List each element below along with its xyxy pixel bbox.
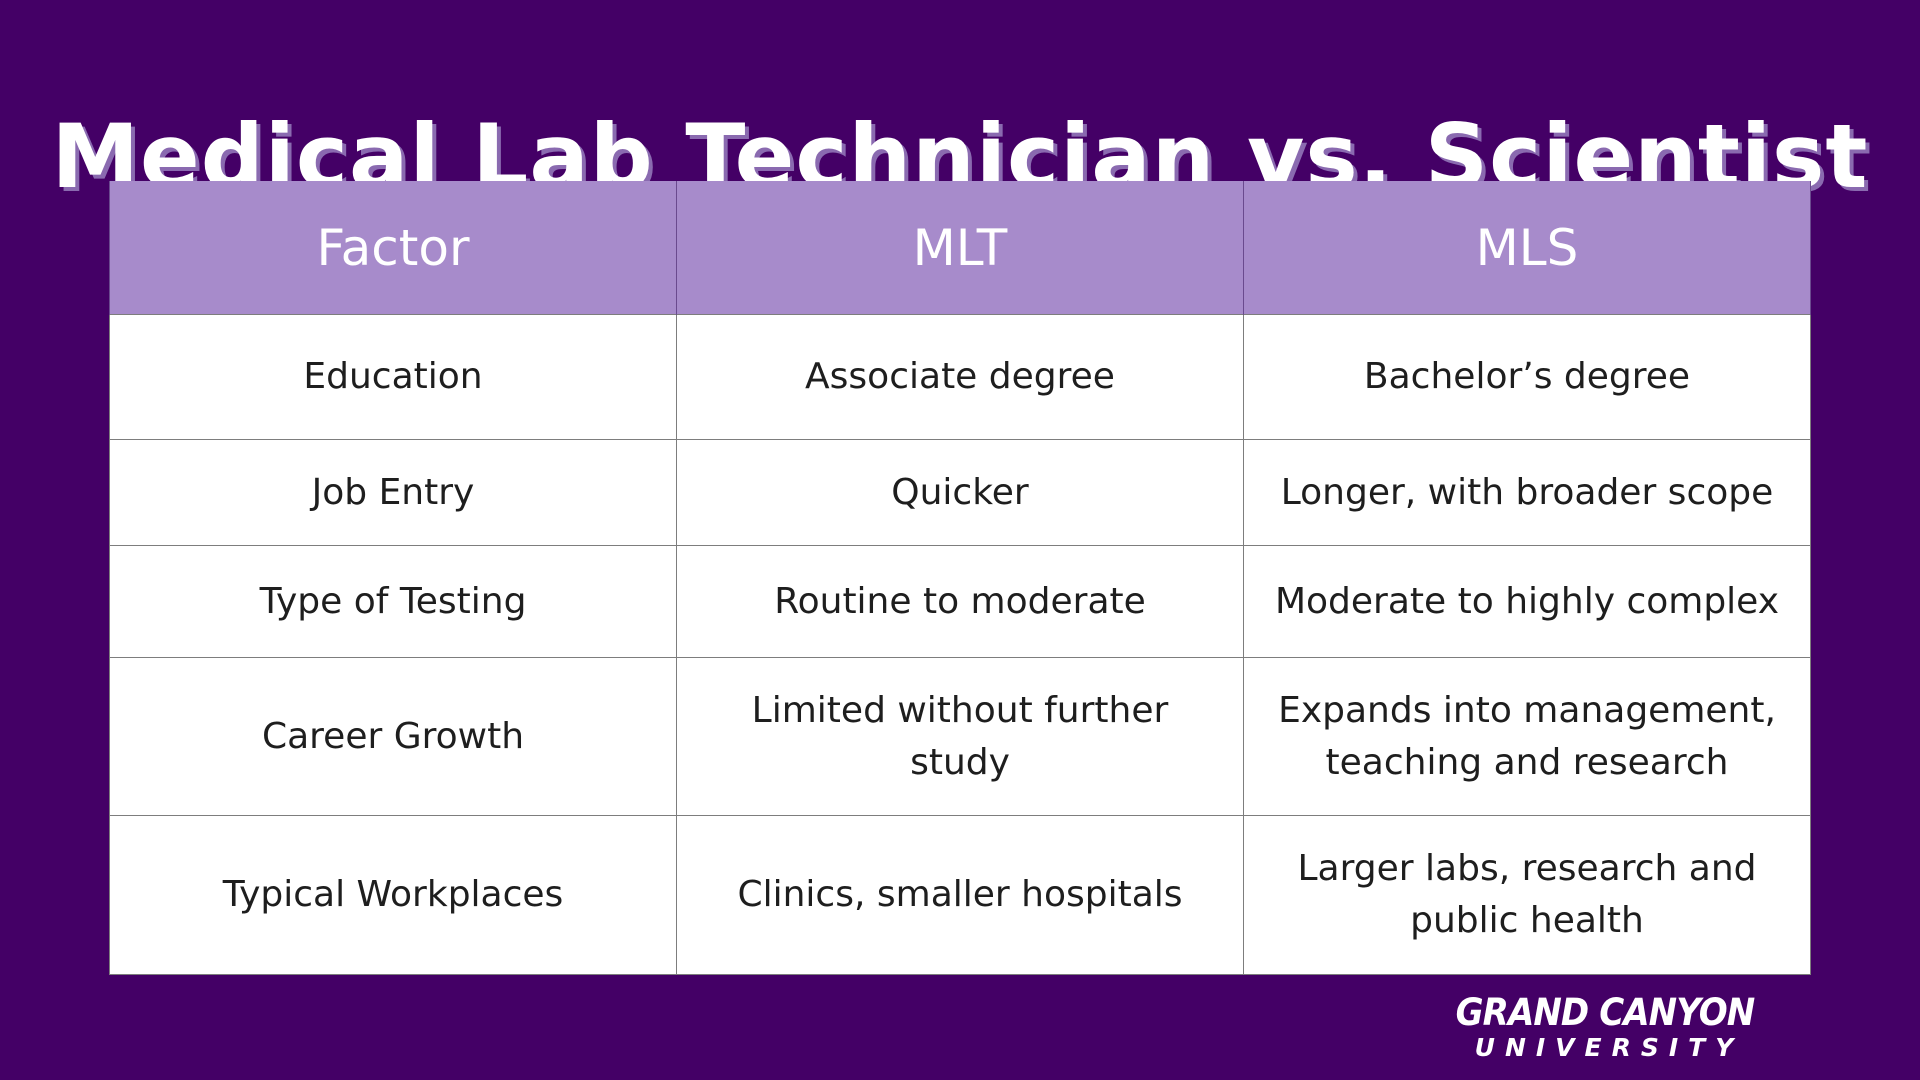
factor-cell: Typical Workplaces (109, 815, 677, 975)
mlt-cell: Clinics, smaller hospitals (676, 815, 1244, 975)
table-row: Job Entry Quicker Longer, with broader s… (109, 439, 1811, 546)
table-row: Typical Workplaces Clinics, smaller hosp… (109, 815, 1811, 975)
column-header-factor: Factor (109, 181, 677, 315)
university-logo: GRAND CANYON UNIVERSITY (1440, 992, 1770, 1062)
mlt-cell: Quicker (676, 439, 1244, 546)
mls-cell: Longer, with broader scope (1243, 439, 1811, 546)
factor-cell: Career Growth (109, 657, 677, 816)
column-header-mlt: MLT (676, 181, 1244, 315)
table-row: Type of Testing Routine to moderate Mode… (109, 545, 1811, 658)
mls-cell: Larger labs, research and public health (1243, 815, 1811, 975)
column-header-mls: MLS (1243, 181, 1811, 315)
table-header-row: Factor MLT MLS (109, 181, 1811, 315)
logo-subtitle: UNIVERSITY (1474, 1033, 1744, 1062)
mlt-cell: Routine to moderate (676, 545, 1244, 658)
logo-wordmark: GRAND CANYON (1455, 991, 1756, 1034)
mls-cell: Expands into management, teaching and re… (1243, 657, 1811, 816)
mls-cell: Moderate to highly complex (1243, 545, 1811, 658)
factor-cell: Education (109, 314, 677, 440)
factor-cell: Type of Testing (109, 545, 677, 658)
table-row: Education Associate degree Bachelor’s de… (109, 314, 1811, 440)
mlt-cell: Associate degree (676, 314, 1244, 440)
factor-cell: Job Entry (109, 439, 677, 546)
mlt-cell: Limited without further study (676, 657, 1244, 816)
comparison-table: Factor MLT MLS Education Associate degre… (109, 181, 1811, 975)
table-row: Career Growth Limited without further st… (109, 657, 1811, 816)
mls-cell: Bachelor’s degree (1243, 314, 1811, 440)
